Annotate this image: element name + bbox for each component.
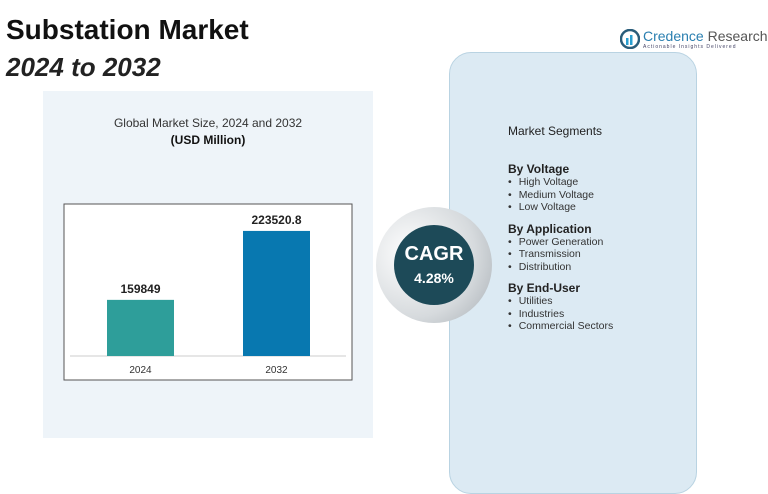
- cagr-badge: CAGR 4.28%: [394, 225, 474, 305]
- segment-item: Low Voltage: [508, 201, 613, 214]
- page-subtitle: 2024 to 2032: [6, 52, 161, 82]
- segment-item: Transmission: [508, 248, 613, 261]
- data-label: 159849: [120, 282, 160, 296]
- logo-name-2: Research: [707, 28, 768, 44]
- bar-chart: 159849 2024 223520.8 2032: [63, 203, 353, 381]
- x-tick-label: 2024: [129, 365, 152, 376]
- x-tick-label: 2032: [265, 365, 288, 376]
- page-title: Substation Market: [6, 14, 249, 45]
- segment-group-title: By Voltage: [508, 162, 570, 176]
- segment-item: Power Generation: [508, 236, 613, 249]
- segment-item: Utilities: [508, 295, 613, 308]
- chart-title: Global Market Size, 2024 and 2032: [113, 116, 303, 130]
- cagr-value: 4.28%: [414, 270, 454, 286]
- bar-chart-logo-icon: [620, 29, 640, 49]
- segment-item: Distribution: [508, 261, 613, 274]
- segment-item: High Voltage: [508, 176, 613, 189]
- bar-2024: [107, 299, 174, 356]
- segment-group-title: By End-User: [508, 281, 581, 295]
- logo-name: Credence: [643, 28, 704, 44]
- segments-title: Market Segments: [508, 124, 603, 138]
- segment-item: Commercial Sectors: [508, 320, 614, 333]
- bar-2032: [243, 230, 310, 356]
- logo-tagline: Actionable Insights Delivered: [643, 44, 737, 50]
- segment-item: Industries: [508, 308, 613, 321]
- segment-item: Medium Voltage: [508, 189, 613, 202]
- chart-unit: (USD Million): [170, 133, 246, 147]
- data-label: 223520.8: [251, 213, 301, 227]
- market-segments: Market Segments By VoltageHigh VoltageMe…: [508, 124, 613, 333]
- logo: Credence Research Actionable Insights De…: [620, 28, 768, 50]
- cagr-label: CAGR: [404, 243, 464, 265]
- segment-group-title: By Application: [508, 221, 592, 236]
